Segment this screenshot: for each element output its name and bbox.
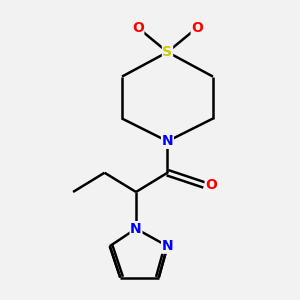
Text: O: O: [132, 21, 144, 34]
Text: S: S: [163, 45, 172, 59]
Text: O: O: [205, 178, 217, 192]
Text: N: N: [162, 239, 173, 253]
Text: N: N: [162, 134, 173, 148]
Text: N: N: [130, 222, 142, 236]
Text: O: O: [191, 21, 203, 34]
